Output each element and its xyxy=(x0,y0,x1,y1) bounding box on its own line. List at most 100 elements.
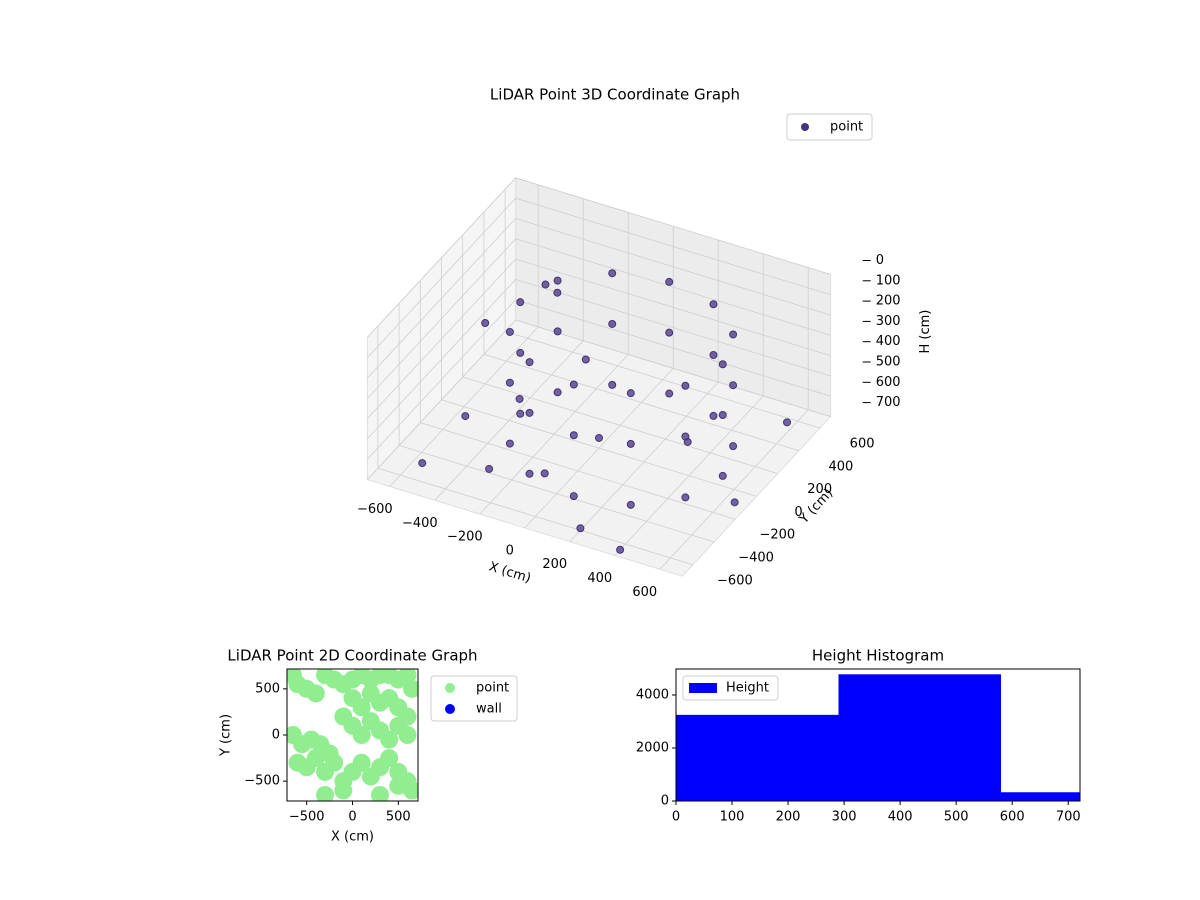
chart-title: LiDAR Point 2D Coordinate Graph xyxy=(227,647,477,665)
point xyxy=(398,726,417,744)
point xyxy=(418,459,427,468)
y-tick-label: 2000 xyxy=(636,740,669,755)
point xyxy=(306,749,325,768)
point xyxy=(505,327,514,336)
point xyxy=(540,469,549,478)
x-tick-label: 600 xyxy=(632,585,657,600)
x-tick-label: 100 xyxy=(720,810,745,825)
x-axis-label: X (cm) xyxy=(331,830,374,845)
y-tick-label: −600 xyxy=(717,573,753,588)
point xyxy=(306,684,325,703)
grid-line xyxy=(515,177,831,275)
point xyxy=(729,330,738,339)
grid-line xyxy=(515,238,831,336)
y-tick-label: 0 xyxy=(661,794,669,809)
x-tick-label: −600 xyxy=(357,502,393,517)
grid-line xyxy=(515,319,831,417)
point xyxy=(718,471,727,480)
x-tick-label: 0 xyxy=(348,810,356,825)
legend-marker xyxy=(445,704,455,714)
point xyxy=(681,381,690,390)
bar xyxy=(838,674,1001,801)
x-tick-label: 300 xyxy=(832,810,857,825)
point xyxy=(709,300,718,309)
bar xyxy=(676,714,839,801)
y-tick-label: 400 xyxy=(828,459,853,474)
y-tick-label: −400 xyxy=(738,551,774,566)
grid-line xyxy=(367,218,516,379)
legend-marker xyxy=(801,123,809,131)
grid-line xyxy=(515,279,831,377)
point xyxy=(553,327,562,336)
plot-area xyxy=(287,669,418,801)
legend-label: Height xyxy=(726,681,769,696)
grid-line xyxy=(367,279,516,440)
x-tick-label: 700 xyxy=(1056,810,1081,825)
y-tick-label: 600 xyxy=(850,437,875,452)
grid-line xyxy=(367,258,516,419)
point xyxy=(505,439,514,448)
legend-label: point xyxy=(830,120,863,135)
point xyxy=(525,469,534,478)
point xyxy=(525,358,534,367)
point xyxy=(576,524,585,533)
grid-line xyxy=(504,331,821,429)
point xyxy=(325,753,344,772)
point xyxy=(515,394,524,403)
y-tick-label: 200 xyxy=(807,482,832,497)
z-tick-label: 100 xyxy=(876,273,901,288)
z-tick-label: 500 xyxy=(876,355,901,370)
x-tick-label: 500 xyxy=(386,810,411,825)
point xyxy=(380,730,399,749)
point xyxy=(525,408,534,417)
z-tick-label: 700 xyxy=(876,395,901,410)
point xyxy=(730,498,739,507)
point xyxy=(541,280,550,289)
point xyxy=(380,749,399,768)
bar xyxy=(1000,792,1080,801)
grid-line xyxy=(377,467,694,566)
point xyxy=(370,786,389,801)
x-tick-label: 400 xyxy=(587,571,612,586)
point xyxy=(403,679,418,698)
z-tick-label: 300 xyxy=(876,314,901,329)
point xyxy=(334,781,353,800)
grid-line xyxy=(367,238,516,399)
z-tick-label: 0 xyxy=(876,253,884,268)
point xyxy=(553,388,562,397)
point xyxy=(316,786,335,801)
x-tick-label: 600 xyxy=(1000,810,1025,825)
point xyxy=(516,298,525,307)
legend-box xyxy=(682,675,779,701)
point xyxy=(616,545,625,554)
y-tick-label: 500 xyxy=(255,681,280,696)
chart-title: Height Histogram xyxy=(812,647,944,665)
z-tick-label: 400 xyxy=(876,334,901,349)
z-axis-label: H (cm) xyxy=(918,310,933,354)
grid-line xyxy=(367,177,516,338)
point xyxy=(352,726,371,744)
y-tick-label: 0 xyxy=(272,728,280,743)
grid-line xyxy=(441,399,757,497)
x-tick-label: 400 xyxy=(888,810,913,825)
point xyxy=(665,389,674,398)
point xyxy=(608,319,617,328)
y-axis-label: Y (cm) xyxy=(219,714,234,757)
point xyxy=(718,411,727,419)
point xyxy=(718,360,727,369)
grid-line xyxy=(515,197,831,296)
grid-line xyxy=(515,218,831,316)
point xyxy=(352,698,371,717)
grid-line xyxy=(367,197,516,359)
point xyxy=(569,431,578,440)
point xyxy=(569,380,578,389)
grid-line xyxy=(398,445,715,543)
point xyxy=(461,412,470,421)
point xyxy=(608,269,617,278)
point xyxy=(608,380,617,389)
point xyxy=(709,411,718,420)
point xyxy=(581,355,590,364)
y-tick-label: 4000 xyxy=(636,687,669,702)
chart-title: LiDAR Point 3D Coordinate Graph xyxy=(490,86,740,104)
point xyxy=(516,409,525,418)
